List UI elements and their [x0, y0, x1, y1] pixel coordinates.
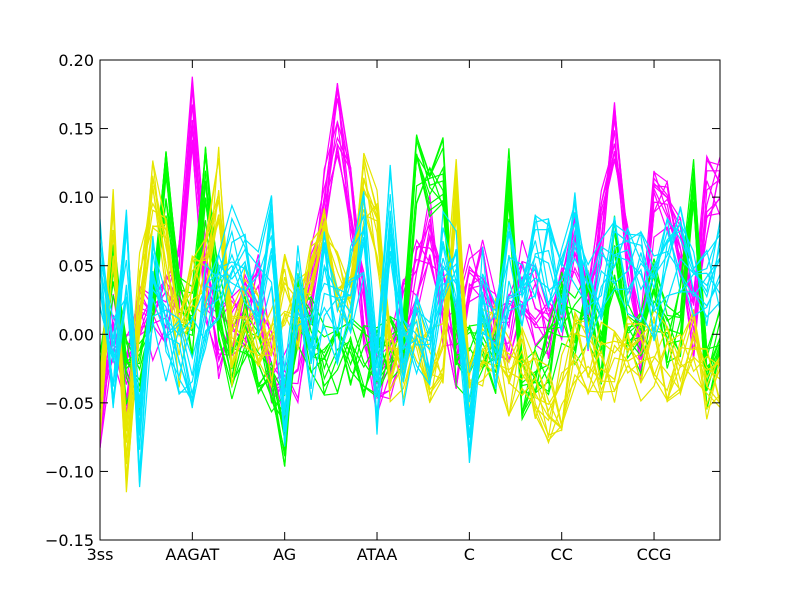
- series-line-group-3: [100, 158, 720, 493]
- y-axis: −0.15 −0.10 −0.05 0.00 0.05 0.10 0.15 0.20: [45, 51, 720, 550]
- y-tick-label: 0.20: [58, 51, 94, 70]
- series-line-group-4: [100, 196, 720, 450]
- series-line-group-4: [100, 194, 720, 453]
- x-axis: 3ss AAGAT AG ATAA C CC CCG: [87, 60, 672, 564]
- series-line-group-2: [100, 148, 720, 457]
- x-tick-label: CC: [551, 545, 573, 564]
- plot-frame: [99, 59, 721, 541]
- y-tick-label: −0.15: [45, 531, 94, 550]
- series-layer: [100, 76, 720, 493]
- y-tick-label: −0.05: [45, 394, 94, 413]
- x-tick-label: AG: [273, 545, 296, 564]
- series-line-group-4: [100, 192, 720, 429]
- x-tick-label: C: [464, 545, 475, 564]
- y-tick-label: 0.00: [58, 325, 94, 344]
- series-line-group-4: [100, 203, 720, 472]
- y-tick-label: −0.10: [45, 462, 94, 481]
- y-tick-label: 0.10: [58, 188, 94, 207]
- y-tick-label: 0.15: [58, 120, 94, 139]
- series-line-group-1: [100, 111, 720, 448]
- x-tick-label: AAGAT: [165, 545, 219, 564]
- y-tick-label: 0.05: [58, 257, 94, 276]
- series-line-group-4: [100, 212, 720, 484]
- x-tick-label: ATAA: [357, 545, 398, 564]
- series-line-group-2: [100, 173, 720, 451]
- x-tick-label: CCG: [637, 545, 672, 564]
- x-tick-label: 3ss: [87, 545, 114, 564]
- series-line-group-4: [100, 214, 720, 435]
